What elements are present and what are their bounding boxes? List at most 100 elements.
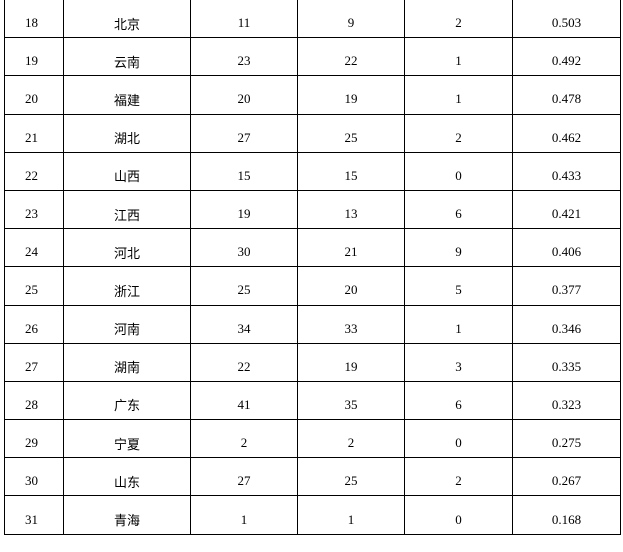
count-a-cell: 13 xyxy=(297,189,405,230)
table-row: 27 湖南 22 19 3 0.335 xyxy=(4,342,621,382)
total-cell: 23 xyxy=(190,37,298,77)
count-a-cell: 20 xyxy=(297,266,405,306)
count-a-cell: 35 xyxy=(297,380,405,421)
count-b-cell: 1 xyxy=(404,37,513,77)
rank-cell: 18 xyxy=(4,0,64,39)
total-cell: 11 xyxy=(190,0,298,39)
province-cell: 云南 xyxy=(63,37,191,77)
rank-cell: 19 xyxy=(4,37,64,77)
total-cell: 30 xyxy=(190,228,298,268)
total-cell: 27 xyxy=(190,113,298,153)
table-row: 21 湖北 27 25 2 0.462 xyxy=(4,113,621,153)
count-b-cell: 2 xyxy=(404,457,513,497)
total-cell: 1 xyxy=(190,495,298,535)
count-b-cell: 2 xyxy=(404,113,513,153)
total-cell: 22 xyxy=(190,342,298,382)
score-cell: 0.377 xyxy=(512,266,621,306)
score-cell: 0.462 xyxy=(512,113,621,153)
rank-cell: 30 xyxy=(4,457,64,497)
count-b-cell: 2 xyxy=(404,0,513,39)
count-b-cell: 0 xyxy=(404,419,513,459)
count-a-cell: 1 xyxy=(297,495,405,535)
score-cell: 0.421 xyxy=(512,189,621,230)
province-cell: 江西 xyxy=(63,189,191,230)
score-cell: 0.168 xyxy=(512,495,621,535)
score-cell: 0.346 xyxy=(512,304,621,344)
province-cell: 广东 xyxy=(63,380,191,421)
score-cell: 0.335 xyxy=(512,342,621,382)
rank-cell: 22 xyxy=(4,151,64,191)
table-row: 19 云南 23 22 1 0.492 xyxy=(4,37,621,77)
total-cell: 20 xyxy=(190,75,298,115)
table-row: 30 山东 27 25 2 0.267 xyxy=(4,457,621,497)
rank-cell: 23 xyxy=(4,189,64,230)
province-cell: 河北 xyxy=(63,228,191,268)
count-a-cell: 19 xyxy=(297,342,405,382)
count-a-cell: 25 xyxy=(297,457,405,497)
score-cell: 0.492 xyxy=(512,37,621,77)
province-cell: 山东 xyxy=(63,457,191,497)
rank-cell: 28 xyxy=(4,380,64,421)
province-cell: 山西 xyxy=(63,151,191,191)
rank-cell: 29 xyxy=(4,419,64,459)
count-a-cell: 33 xyxy=(297,304,405,344)
table-row: 26 河南 34 33 1 0.346 xyxy=(4,304,621,344)
count-a-cell: 25 xyxy=(297,113,405,153)
score-cell: 0.478 xyxy=(512,75,621,115)
table-body: 18 北京 11 9 2 0.503 19 云南 23 22 1 0.492 20 福建 20 19 1 0.47… xyxy=(4,0,621,535)
rank-cell: 25 xyxy=(4,266,64,306)
score-cell: 0.433 xyxy=(512,151,621,191)
count-b-cell: 6 xyxy=(404,380,513,421)
table-row: 29 宁夏 2 2 0 0.275 xyxy=(4,419,621,459)
count-b-cell: 0 xyxy=(404,495,513,535)
total-cell: 2 xyxy=(190,419,298,459)
count-a-cell: 22 xyxy=(297,37,405,77)
table-row: 25 浙江 25 20 5 0.377 xyxy=(4,266,621,306)
score-cell: 0.267 xyxy=(512,457,621,497)
total-cell: 27 xyxy=(190,457,298,497)
count-b-cell: 0 xyxy=(404,151,513,191)
count-a-cell: 2 xyxy=(297,419,405,459)
table-row: 20 福建 20 19 1 0.478 xyxy=(4,75,621,115)
count-b-cell: 3 xyxy=(404,342,513,382)
province-cell: 宁夏 xyxy=(63,419,191,459)
province-cell: 福建 xyxy=(63,75,191,115)
table-row: 31 青海 1 1 0 0.168 xyxy=(4,495,621,535)
total-cell: 41 xyxy=(190,380,298,421)
score-cell: 0.406 xyxy=(512,228,621,268)
table-row: 24 河北 30 21 9 0.406 xyxy=(4,228,621,268)
total-cell: 15 xyxy=(190,151,298,191)
table-row: 23 江西 19 13 6 0.421 xyxy=(4,189,621,230)
rank-cell: 26 xyxy=(4,304,64,344)
rank-cell: 31 xyxy=(4,495,64,535)
rank-cell: 20 xyxy=(4,75,64,115)
score-cell: 0.323 xyxy=(512,380,621,421)
count-b-cell: 9 xyxy=(404,228,513,268)
rank-cell: 27 xyxy=(4,342,64,382)
table-row: 22 山西 15 15 0 0.433 xyxy=(4,151,621,191)
province-cell: 北京 xyxy=(63,0,191,39)
score-cell: 0.503 xyxy=(512,0,621,39)
count-b-cell: 1 xyxy=(404,75,513,115)
count-b-cell: 1 xyxy=(404,304,513,344)
count-b-cell: 5 xyxy=(404,266,513,306)
province-cell: 河南 xyxy=(63,304,191,344)
ranking-table: 18 北京 11 9 2 0.503 19 云南 23 22 1 0.492 20 福建 20 19 1 0.47… xyxy=(4,0,621,535)
province-cell: 湖北 xyxy=(63,113,191,153)
province-cell: 湖南 xyxy=(63,342,191,382)
count-a-cell: 21 xyxy=(297,228,405,268)
province-cell: 青海 xyxy=(63,495,191,535)
rank-cell: 24 xyxy=(4,228,64,268)
table-row: 28 广东 41 35 6 0.323 xyxy=(4,380,621,421)
total-cell: 34 xyxy=(190,304,298,344)
total-cell: 25 xyxy=(190,266,298,306)
count-a-cell: 15 xyxy=(297,151,405,191)
province-cell: 浙江 xyxy=(63,266,191,306)
total-cell: 19 xyxy=(190,189,298,230)
table-row: 18 北京 11 9 2 0.503 xyxy=(4,0,621,39)
count-b-cell: 6 xyxy=(404,189,513,230)
score-cell: 0.275 xyxy=(512,419,621,459)
count-a-cell: 19 xyxy=(297,75,405,115)
count-a-cell: 9 xyxy=(297,0,405,39)
rank-cell: 21 xyxy=(4,113,64,153)
